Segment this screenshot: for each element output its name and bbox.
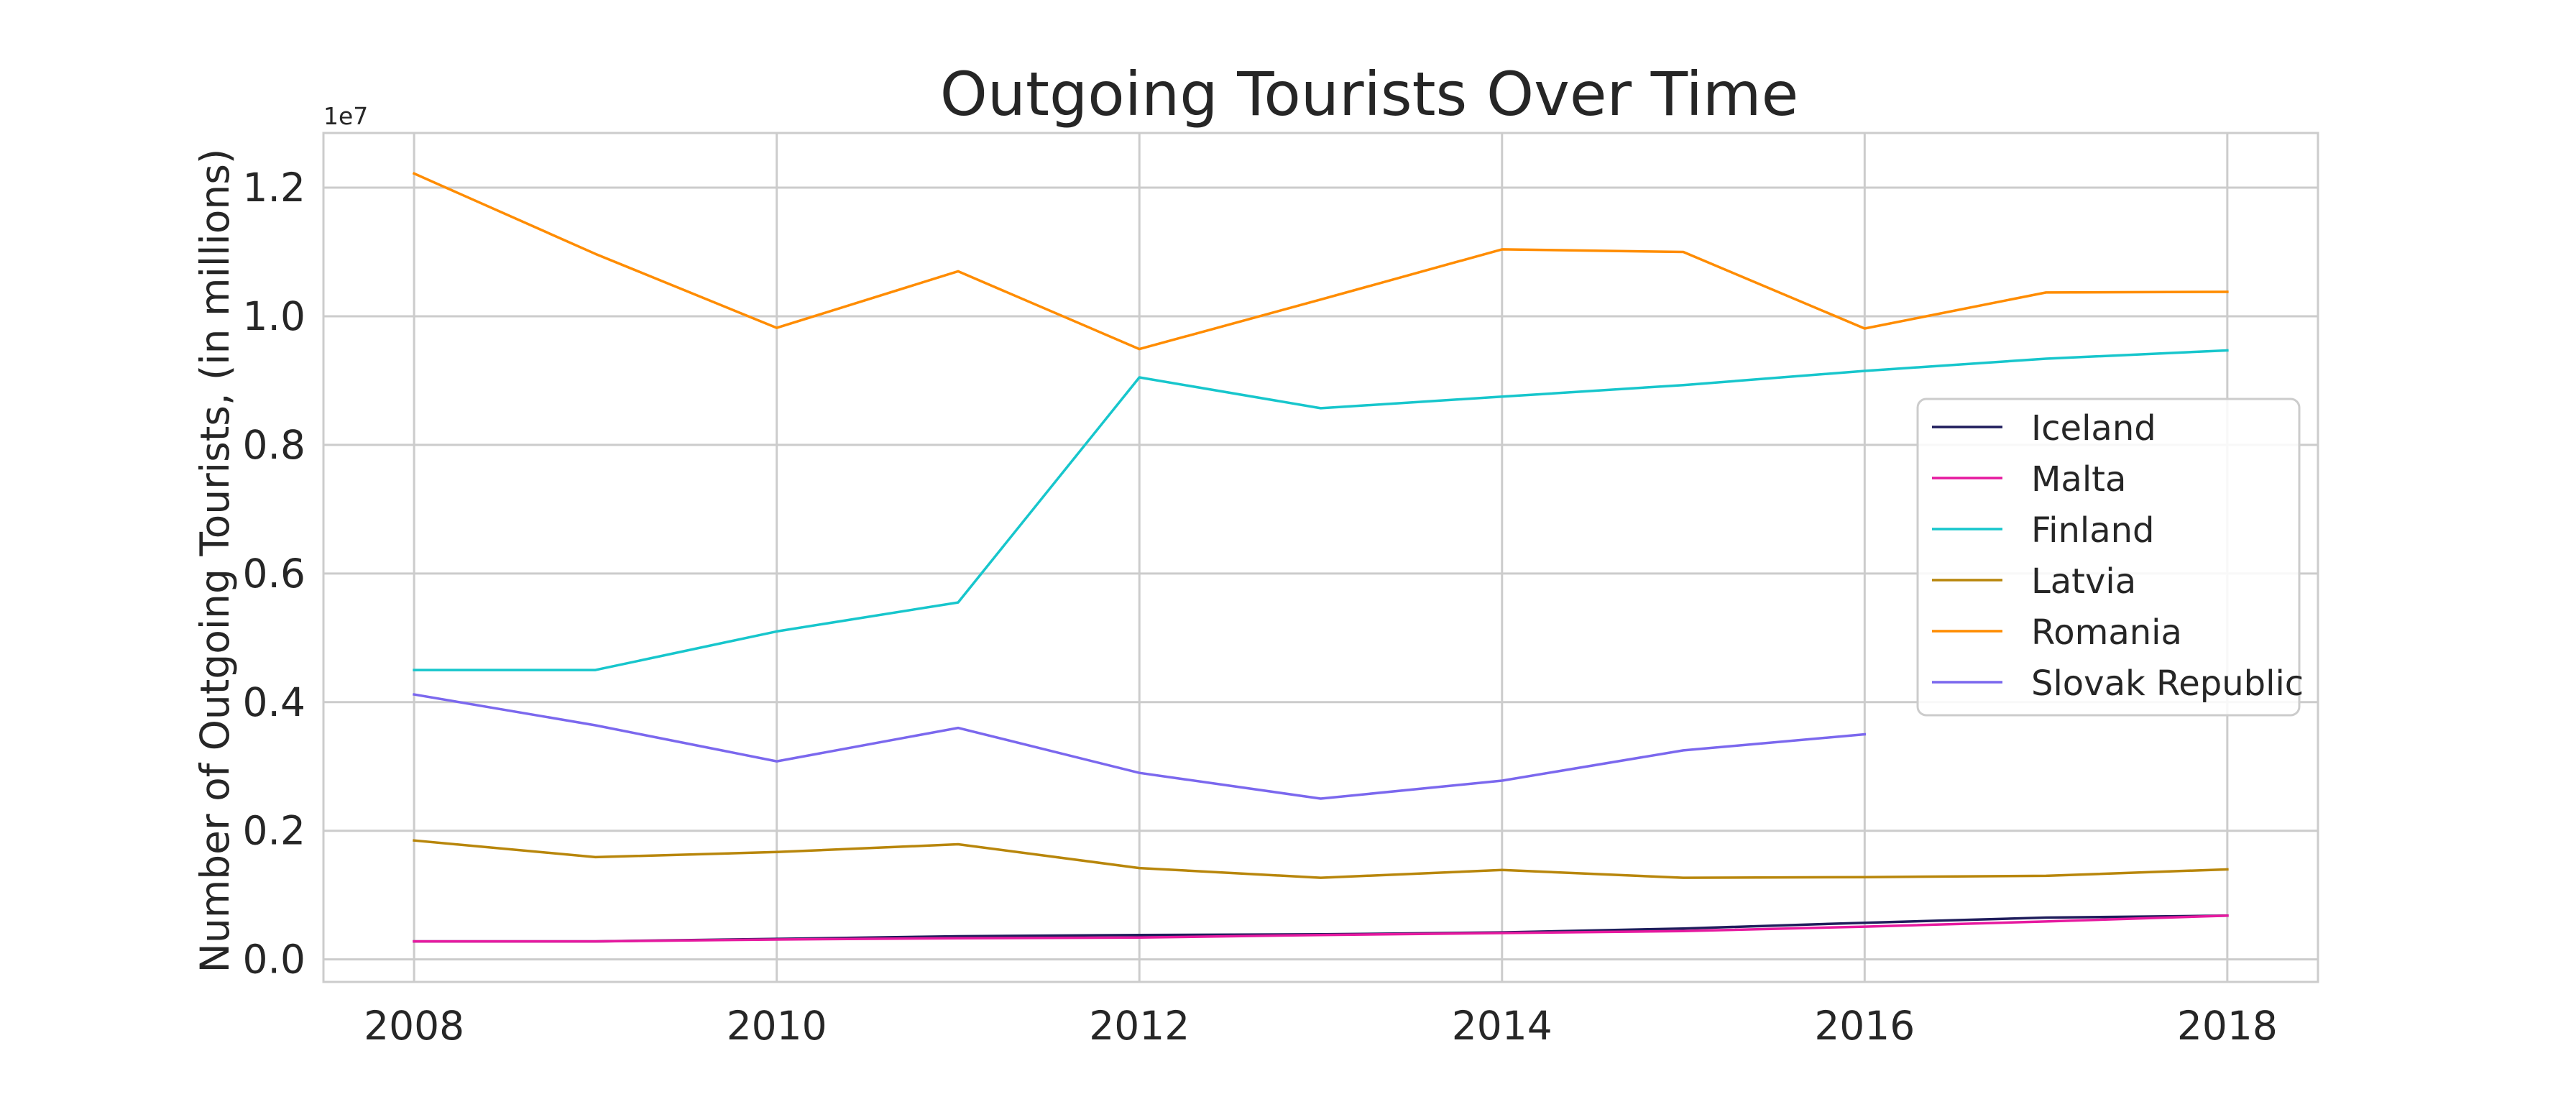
- y-tick-label: 0.4: [243, 679, 305, 725]
- legend: Iceland Malta Finland Latvia Romania Slovak R…: [1916, 398, 2304, 717]
- legend-frame: [1916, 398, 2301, 717]
- plot-frame: [322, 132, 2319, 983]
- x-tick-label: 2016: [1814, 1003, 1915, 1049]
- x-tick-label: 2014: [1452, 1003, 1552, 1049]
- x-tick-label: 2018: [2177, 1003, 2278, 1049]
- series-line-slovak-republic: [413, 693, 1867, 800]
- legend-label-finland: Finland: [2031, 510, 2155, 551]
- series-line-latvia: [413, 839, 2229, 879]
- chart-title: Outgoing Tourists Over Time: [940, 59, 1799, 129]
- series-line-romania: [412, 172, 2229, 351]
- legend-items: Iceland Malta Finland Latvia Romania Slovak R…: [1932, 408, 2304, 704]
- y-axis: 0.0 0.2 0.4 0.6 0.8 1.0 1.2: [243, 165, 305, 983]
- legend-label-slovak-republic: Slovak Republic: [2031, 663, 2304, 704]
- y-tick-label: 1.2: [243, 165, 305, 211]
- y-axis-label: Number of Outgoing Tourists, (in million…: [192, 149, 238, 973]
- x-tick-label: 2012: [1089, 1003, 1190, 1049]
- legend-label-malta: Malta: [2031, 459, 2126, 500]
- y-tick-label: 1.0: [243, 293, 305, 339]
- x-tick-label: 2008: [364, 1003, 464, 1049]
- series-line-finland: [413, 349, 2229, 671]
- y-tick-label: 0.8: [243, 422, 305, 468]
- series-lines: [412, 172, 2229, 943]
- y-tick-label: 0.6: [243, 551, 305, 597]
- legend-label-iceland: Iceland: [2031, 408, 2156, 449]
- y-tick-label: 0.0: [243, 937, 305, 983]
- x-axis: 2008 2010 2012 2014 2016 2018: [364, 1003, 2278, 1049]
- x-tick-label: 2010: [727, 1003, 827, 1049]
- y-tick-label: 0.2: [243, 808, 305, 854]
- series-line-malta: [413, 914, 2229, 943]
- legend-label-latvia: Latvia: [2031, 561, 2136, 602]
- y-axis-offset-label: 1e7: [323, 102, 368, 130]
- legend-label-romania: Romania: [2031, 612, 2182, 653]
